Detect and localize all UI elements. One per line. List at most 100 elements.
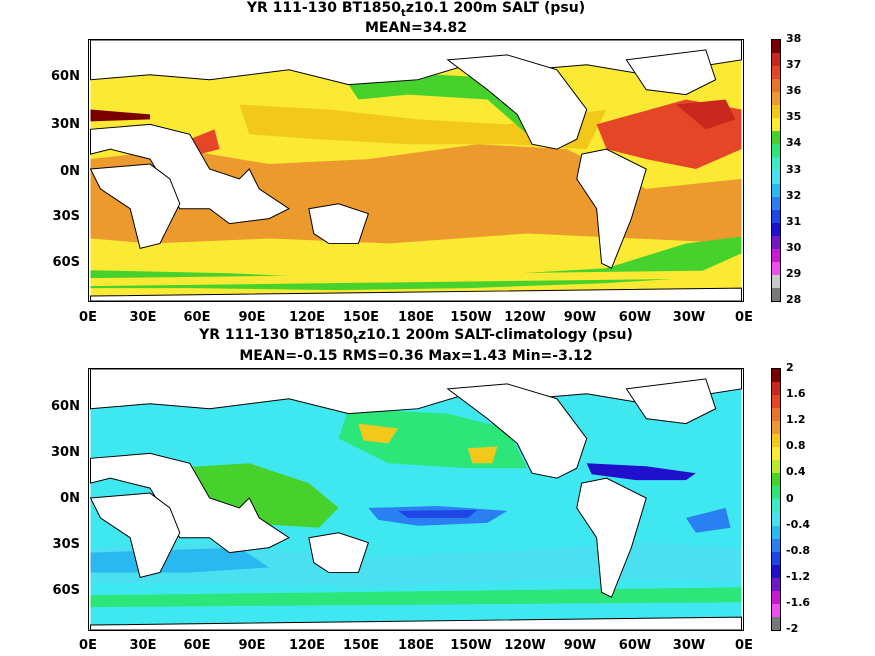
lon-label: 0E (79, 310, 97, 325)
colorbar-segment (772, 53, 780, 67)
lon-label: 120W (504, 638, 546, 653)
colorbar-tick-label: -0.8 (786, 543, 811, 557)
colorbar-segment (772, 447, 780, 461)
colorbar-segment (772, 235, 780, 249)
lat-label: 60S (52, 255, 80, 270)
panel1-title: YR 111-130 BT1850tz10.1 200m SALT (psu) (246, 0, 586, 19)
colorbar-segment (772, 40, 780, 54)
colorbar-segment (772, 577, 780, 591)
colorbar-segment (772, 434, 780, 448)
colorbar-segment (772, 105, 780, 119)
lon-label: 90E (238, 638, 266, 653)
panel2-title: YR 111-130 BT1850tz10.1 200m SALT-climat… (199, 327, 633, 346)
panel2-map (88, 368, 744, 631)
lon-label: 30W (672, 310, 706, 325)
lat-label: 0N (60, 491, 80, 506)
npac-yellow (358, 423, 399, 444)
colorbar-tick-label: 33 (786, 162, 802, 176)
colorbar-segment (772, 564, 780, 578)
colorbar-tick-label: -2 (786, 622, 799, 635)
land (89, 369, 743, 630)
colorbar-segment (772, 369, 780, 383)
lon-label: 60E (183, 638, 211, 653)
colorbar-segment (772, 274, 780, 288)
lat-label: 30S (52, 209, 80, 224)
panel2-subtitle: MEAN=-0.15 RMS=0.36 Max=1.43 Min=-3.12 (239, 348, 593, 364)
npac-band (239, 104, 607, 150)
lon-label: 180E (397, 310, 435, 325)
colorbar-tick-label: 1.6 (786, 387, 806, 401)
panel1-colorbar (771, 39, 781, 302)
lon-label: 90E (238, 310, 266, 325)
lat-label: 60N (51, 399, 80, 414)
lon-label: 0E (735, 638, 753, 653)
southern-cyan (90, 542, 742, 588)
colorbar-segment (772, 473, 780, 487)
colorbar-segment (772, 395, 780, 409)
satl-blue (685, 507, 731, 533)
colorbar-segment (772, 408, 780, 422)
colorbar-tick-label: 34 (786, 136, 802, 150)
lon-label: 150E (342, 638, 380, 653)
colorbar-tick-label: 35 (786, 110, 802, 124)
lat-label: 30S (52, 537, 80, 552)
lon-label: 30E (129, 310, 157, 325)
colorbar-tick-label: 0 (786, 491, 794, 505)
colorbar-tick-label: -0.4 (786, 517, 811, 531)
colorbar-segment (772, 499, 780, 513)
colorbar-tick-label: 2 (786, 361, 794, 374)
colorbar-tick-label: 28 (786, 293, 802, 306)
colorbar-segment (772, 512, 780, 526)
colorbar-segment (772, 616, 780, 630)
colorbar-segment (772, 66, 780, 80)
colorbar-segment (772, 261, 780, 275)
colorbar-tick-label: 29 (786, 266, 802, 280)
lon-label: 120E (288, 310, 326, 325)
colorbar-segment (772, 157, 780, 171)
lat-label: 60N (51, 69, 80, 84)
lon-label: 30W (672, 638, 706, 653)
lat-label: 0N (60, 164, 80, 179)
colorbar-tick-label: 0.8 (786, 439, 806, 453)
colorbar-tick-label: 30 (786, 240, 802, 254)
equatorial-core (398, 509, 478, 518)
lon-label: 0E (79, 638, 97, 653)
lat-label: 30N (51, 117, 80, 132)
npac-yellow2 (467, 446, 498, 464)
lon-label: 150W (450, 638, 492, 653)
lon-label: 60E (183, 310, 211, 325)
southern-inner (90, 270, 742, 287)
lon-label: 90W (563, 310, 597, 325)
lat-label: 60S (52, 583, 80, 598)
colorbar-segment (772, 144, 780, 158)
land (89, 40, 743, 301)
lon-label: 60W (618, 310, 652, 325)
lon-label: 30E (129, 638, 157, 653)
colorbar-segment (772, 486, 780, 500)
colorbar-segment (772, 170, 780, 184)
colorbar-segment (772, 248, 780, 262)
colorbar-segment (772, 131, 780, 145)
colorbar-segment (772, 183, 780, 197)
colorbar-segment (772, 590, 780, 604)
panel1-subtitle: MEAN=34.82 (364, 20, 468, 36)
lon-label: 90W (563, 638, 597, 653)
lon-label: 150E (342, 310, 380, 325)
lat-label: 30N (51, 445, 80, 460)
colorbar-segment (772, 538, 780, 552)
colorbar-segment (772, 603, 780, 617)
colorbar-tick-label: 32 (786, 188, 802, 202)
colorbar-tick-label: -1.2 (786, 569, 811, 583)
colorbar-tick-label: 1.2 (786, 413, 806, 427)
colorbar-segment (772, 287, 780, 301)
lon-label: 120E (288, 638, 326, 653)
colorbar-tick-label: 31 (786, 214, 802, 228)
atlantic-purple (586, 463, 696, 481)
lon-label: 120W (504, 310, 546, 325)
colorbar-segment (772, 421, 780, 435)
lon-label: 60W (618, 638, 652, 653)
lon-label: 180E (397, 638, 435, 653)
colorbar-segment (772, 209, 780, 223)
lon-label: 0E (735, 310, 753, 325)
colorbar-segment (772, 460, 780, 474)
